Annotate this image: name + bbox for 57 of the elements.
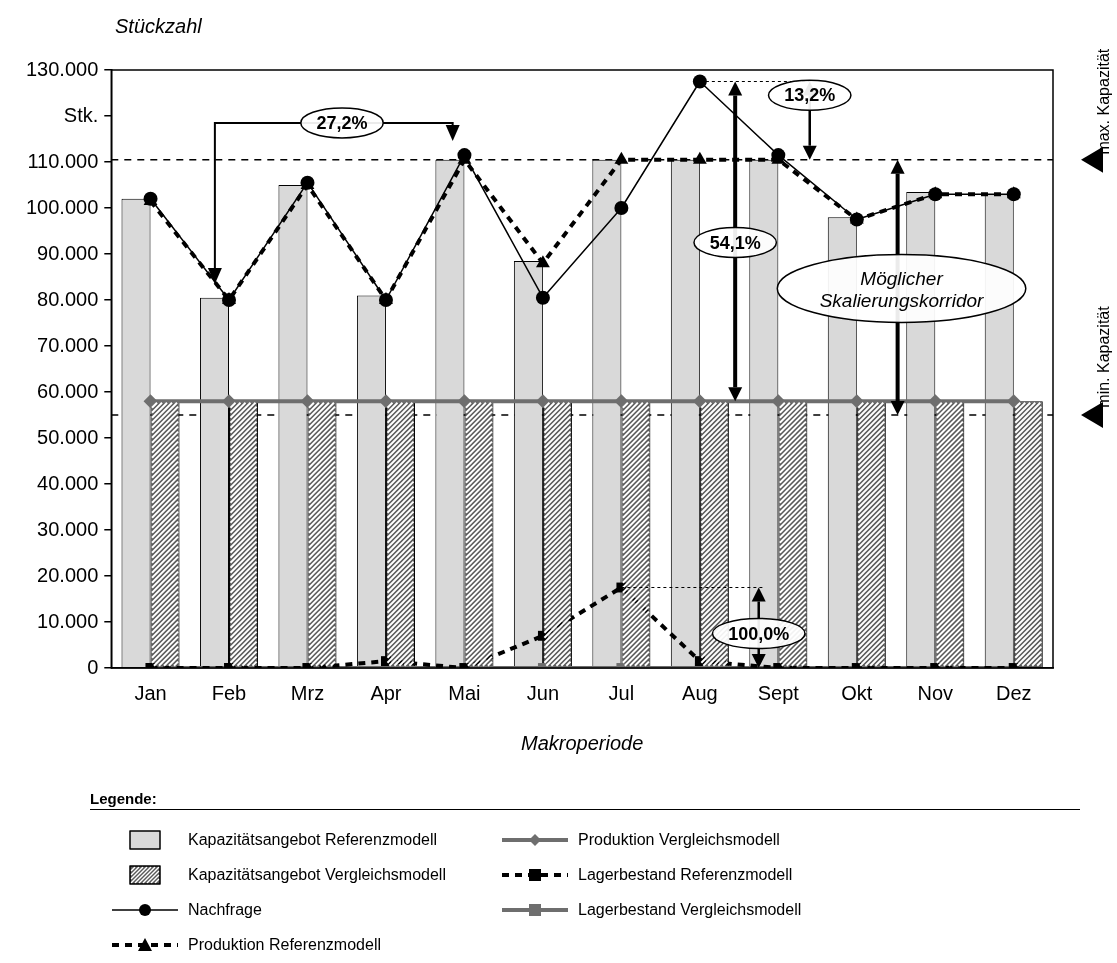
point xyxy=(614,394,629,409)
point xyxy=(1006,394,1021,409)
y-axis-title: Stückzahl xyxy=(115,14,203,37)
legend-label: Produktion Vergleichsmodell xyxy=(578,830,780,849)
point xyxy=(535,255,550,268)
point xyxy=(771,394,786,409)
x-tick-label: Mai xyxy=(448,681,481,704)
point xyxy=(535,394,550,409)
y-tick-label: 50.000 xyxy=(37,425,99,448)
point xyxy=(457,394,472,409)
point xyxy=(614,201,629,215)
y-tick-label: 70.000 xyxy=(37,333,99,356)
y-tick-label: 20.000 xyxy=(37,563,99,586)
x-tick-label: Apr xyxy=(370,681,402,704)
point xyxy=(378,394,393,409)
x-tick-label: Aug xyxy=(682,681,718,704)
y-tick-label: 30.000 xyxy=(37,517,99,540)
x-tick-label: Feb xyxy=(211,681,247,704)
point xyxy=(222,394,237,409)
y-tick-label: 40.000 xyxy=(37,471,99,494)
point xyxy=(535,290,550,305)
x-tick-label: Nov xyxy=(917,681,954,704)
point xyxy=(300,394,315,409)
legend-title: Legende: xyxy=(90,790,1080,810)
legend-label: Nachfrage xyxy=(188,900,262,919)
annotation: 54,1% xyxy=(709,232,761,253)
x-tick-label: Sept xyxy=(757,681,800,704)
y-tick-label: 130.000 xyxy=(26,57,99,80)
legend-label: Kapazitätsangebot Referenzmodell xyxy=(188,830,438,849)
x-tick-label: Jun xyxy=(526,681,560,704)
y-tick-label: 80.000 xyxy=(37,287,99,310)
point xyxy=(143,394,158,409)
y-tick-label: 100.000 xyxy=(26,195,99,218)
y-tick-label: 0 xyxy=(87,655,99,678)
x-tick-label: Jul xyxy=(608,681,635,704)
annotation: 27,2% xyxy=(316,112,368,133)
y-tick-label: Stk. xyxy=(63,103,99,126)
x-tick-label: Mrz xyxy=(290,681,325,704)
x-axis-title: Makroperiode xyxy=(521,731,644,754)
point xyxy=(849,394,864,409)
y-tick-label: 110.000 xyxy=(27,149,99,172)
annotation: Möglicher Skalierungskorridor xyxy=(819,267,985,310)
annotation: 100,0% xyxy=(728,623,790,644)
legend-label: Kapazitätsangebot Vergleichsmodell xyxy=(188,865,446,884)
point xyxy=(692,74,707,89)
y-tick-label: 10.000 xyxy=(37,609,99,632)
point xyxy=(928,394,943,409)
x-tick-label: Dez xyxy=(995,681,1032,704)
x-tick-label: Okt xyxy=(841,681,873,704)
legend-label: Produktion Referenzmodell xyxy=(188,935,381,954)
legend-label: Lagerbestand Referenzmodell xyxy=(578,865,793,884)
point xyxy=(692,394,707,409)
legend-label: Lagerbestand Vergleichsmodell xyxy=(578,900,802,919)
x-tick-label: Jan xyxy=(134,681,167,704)
y-tick-label: 90.000 xyxy=(37,241,99,264)
y-tick-label: 60.000 xyxy=(37,379,99,402)
annotation: 13,2% xyxy=(784,85,836,106)
